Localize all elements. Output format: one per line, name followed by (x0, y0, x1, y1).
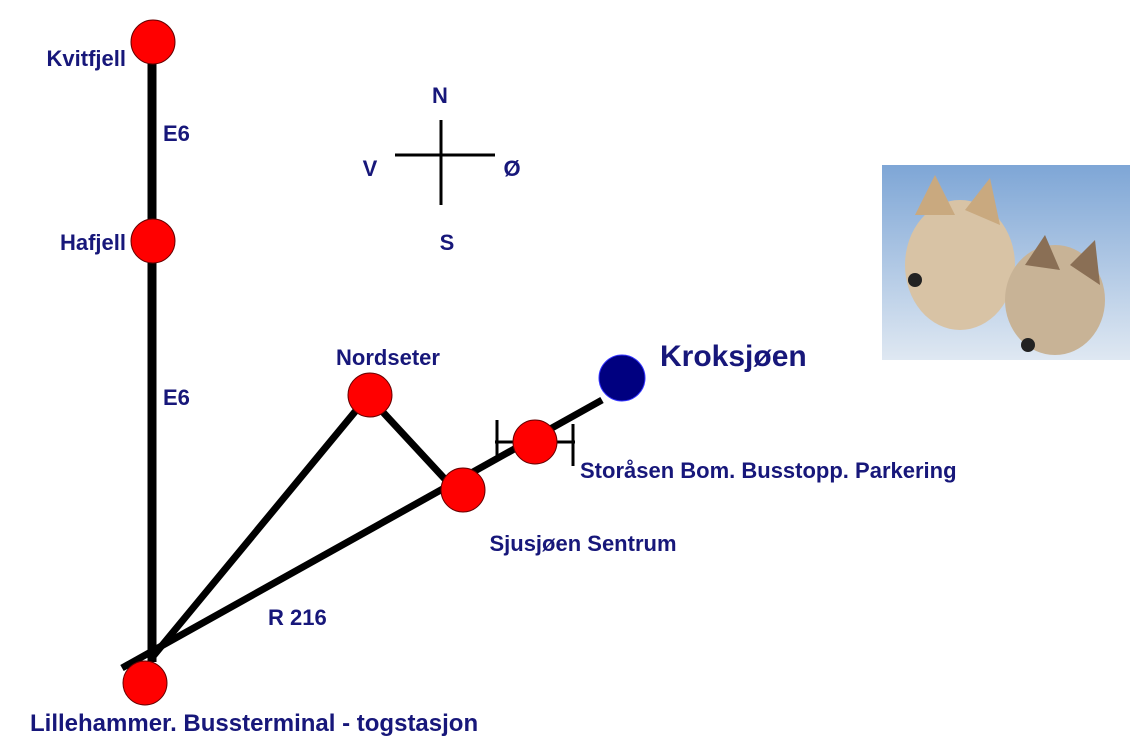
place-label: Hafjell (60, 230, 126, 255)
stop (513, 420, 557, 464)
photo (882, 165, 1130, 360)
place-label: Kroksjøen (660, 340, 807, 373)
stop (123, 661, 167, 705)
place-label: Nordseter (336, 345, 440, 370)
compass-label: N (432, 83, 448, 108)
stop (441, 468, 485, 512)
stop (348, 373, 392, 417)
compass-label: Ø (503, 156, 520, 181)
place-label: Sjusjøen Sentrum (489, 531, 676, 556)
map: N V Ø S Kvitfjell Hafjell Nordseter Sjus… (0, 0, 1130, 740)
place-label: Kvitfjell (47, 46, 126, 71)
place-label: Lillehammer. Bussterminal - togstasjon (30, 710, 478, 737)
compass-label: S (440, 230, 455, 255)
stop (131, 219, 175, 263)
road-label: E6 (163, 385, 190, 410)
lake (599, 355, 645, 401)
compass-label: V (363, 156, 378, 181)
place-label: Storåsen Bom. Busstopp. Parkering (580, 458, 957, 483)
road-label: R 216 (268, 605, 327, 630)
stop (131, 20, 175, 64)
road-label: E6 (163, 121, 190, 146)
